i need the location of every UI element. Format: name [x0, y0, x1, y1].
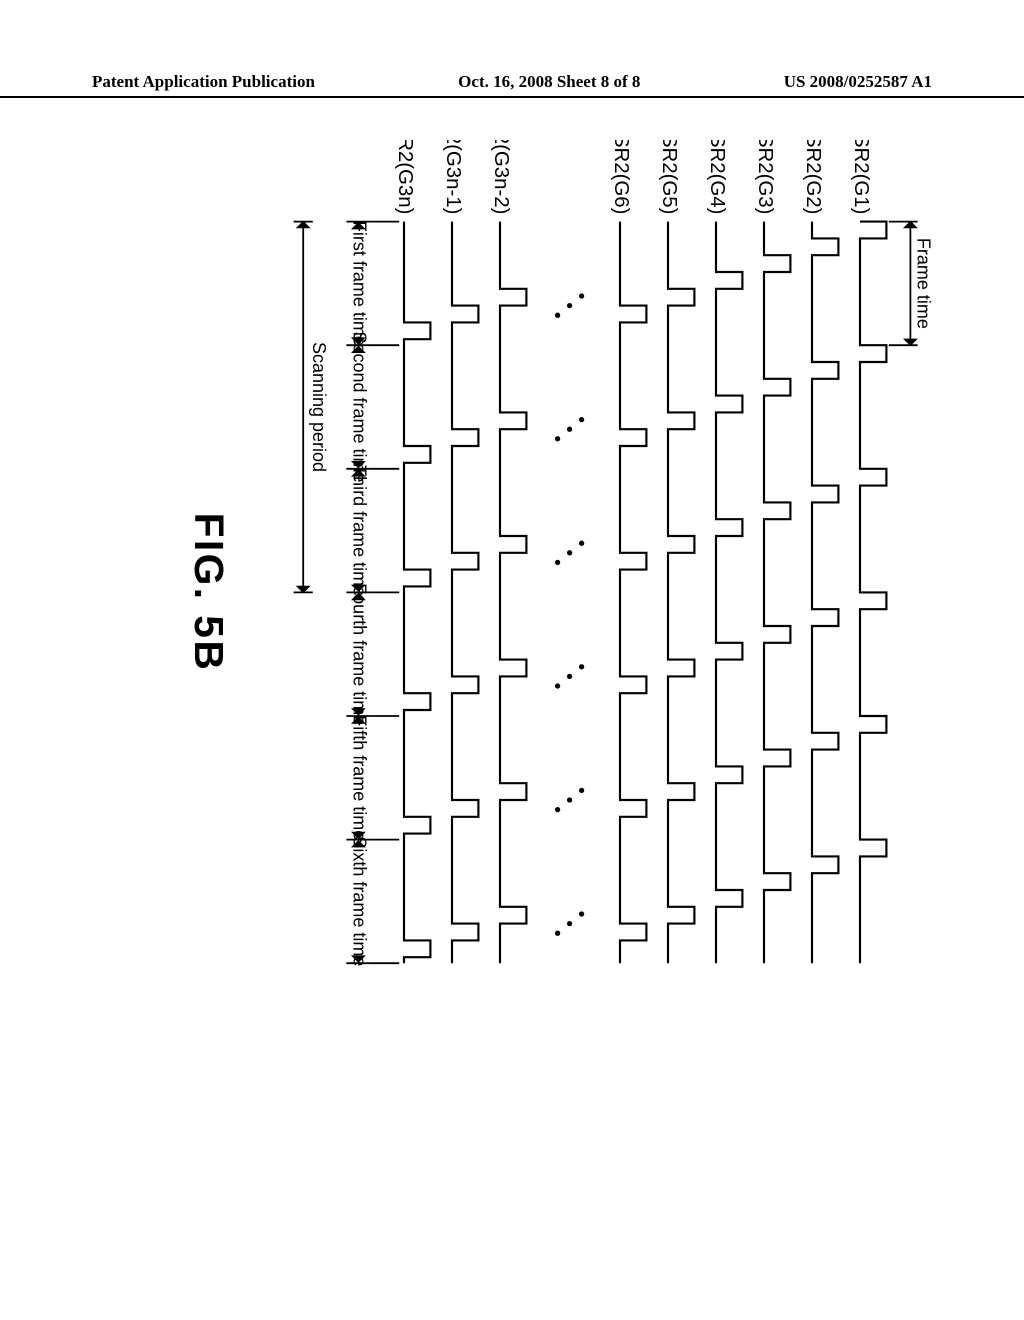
svg-text:Frame time: Frame time	[914, 238, 932, 329]
svg-text:SR2(G6): SR2(G6)	[610, 140, 632, 214]
header-left: Patent Application Publication	[92, 72, 315, 92]
svg-text:First frame time: First frame time	[350, 221, 370, 346]
svg-text:Third frame time: Third frame time	[350, 465, 370, 596]
svg-text:SR2(G2): SR2(G2)	[802, 140, 824, 214]
svg-text:SR2(G3n-1): SR2(G3n-1)	[442, 140, 464, 214]
svg-text:Fourth frame time: Fourth frame time	[350, 583, 370, 725]
svg-text:SR2(G3n-2): SR2(G3n-2)	[490, 140, 512, 214]
header-right: US 2008/0252587 A1	[784, 72, 932, 92]
svg-text:Second frame time: Second frame time	[350, 331, 370, 482]
svg-text:Sixth frame time: Sixth frame time	[350, 836, 370, 966]
header-center: Oct. 16, 2008 Sheet 8 of 8	[458, 72, 640, 92]
svg-text:Scanning period: Scanning period	[309, 342, 329, 472]
svg-text:SR2(G5): SR2(G5)	[658, 140, 680, 214]
svg-text:SR2(G1): SR2(G1)	[850, 140, 872, 214]
svg-text:SR2(G3n): SR2(G3n)	[394, 140, 416, 214]
svg-text:FIG. 5B: FIG. 5B	[186, 513, 232, 673]
svg-text:Fifth frame time: Fifth frame time	[350, 715, 370, 840]
svg-text:SR2(G3): SR2(G3)	[754, 140, 776, 214]
patent-header: Patent Application Publication Oct. 16, …	[0, 72, 1024, 98]
svg-text:SR2(G4): SR2(G4)	[706, 140, 728, 214]
timing-diagram: SR2(G1) SR2(G2) SR2(G3) SR2(G4) SR2(G5) SR2(G…	[92, 140, 932, 1220]
